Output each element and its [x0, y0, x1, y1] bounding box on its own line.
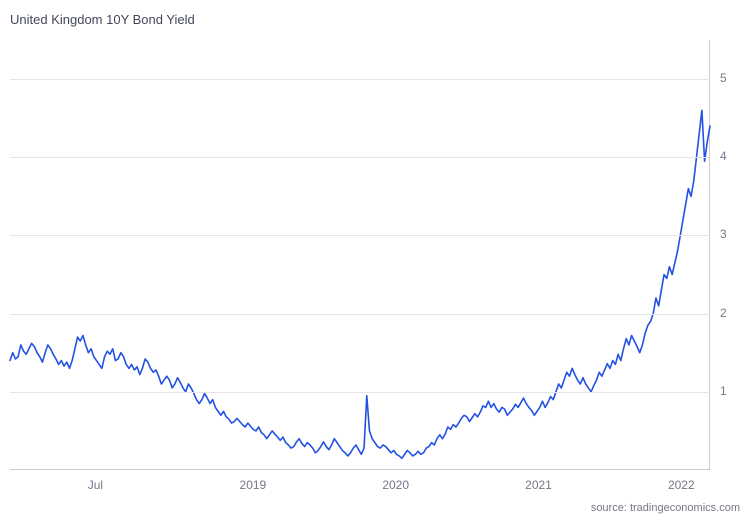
y-gridline — [10, 79, 710, 80]
y-tick-label: 1 — [720, 384, 727, 398]
x-tick-label: 2021 — [525, 478, 552, 492]
y-tick-label: 2 — [720, 306, 727, 320]
plot-area: 12345Jul2019202020212022 — [10, 40, 710, 470]
bond-yield-chart: United Kingdom 10Y Bond Yield 12345Jul20… — [0, 0, 750, 520]
y-tick-label: 3 — [720, 227, 727, 241]
y-tick-label: 4 — [720, 149, 727, 163]
series-path — [10, 110, 710, 458]
line-series — [10, 40, 710, 470]
x-tick-label: 2020 — [382, 478, 409, 492]
x-tick-label: 2022 — [668, 478, 695, 492]
y-tick-label: 5 — [720, 71, 727, 85]
y-gridline — [10, 314, 710, 315]
x-tick-label: 2019 — [240, 478, 267, 492]
x-tick-label: Jul — [88, 478, 103, 492]
y-gridline — [10, 392, 710, 393]
chart-title: United Kingdom 10Y Bond Yield — [10, 12, 195, 27]
source-attribution: source: tradingeconomics.com — [591, 502, 740, 514]
y-gridline — [10, 157, 710, 158]
y-gridline — [10, 235, 710, 236]
